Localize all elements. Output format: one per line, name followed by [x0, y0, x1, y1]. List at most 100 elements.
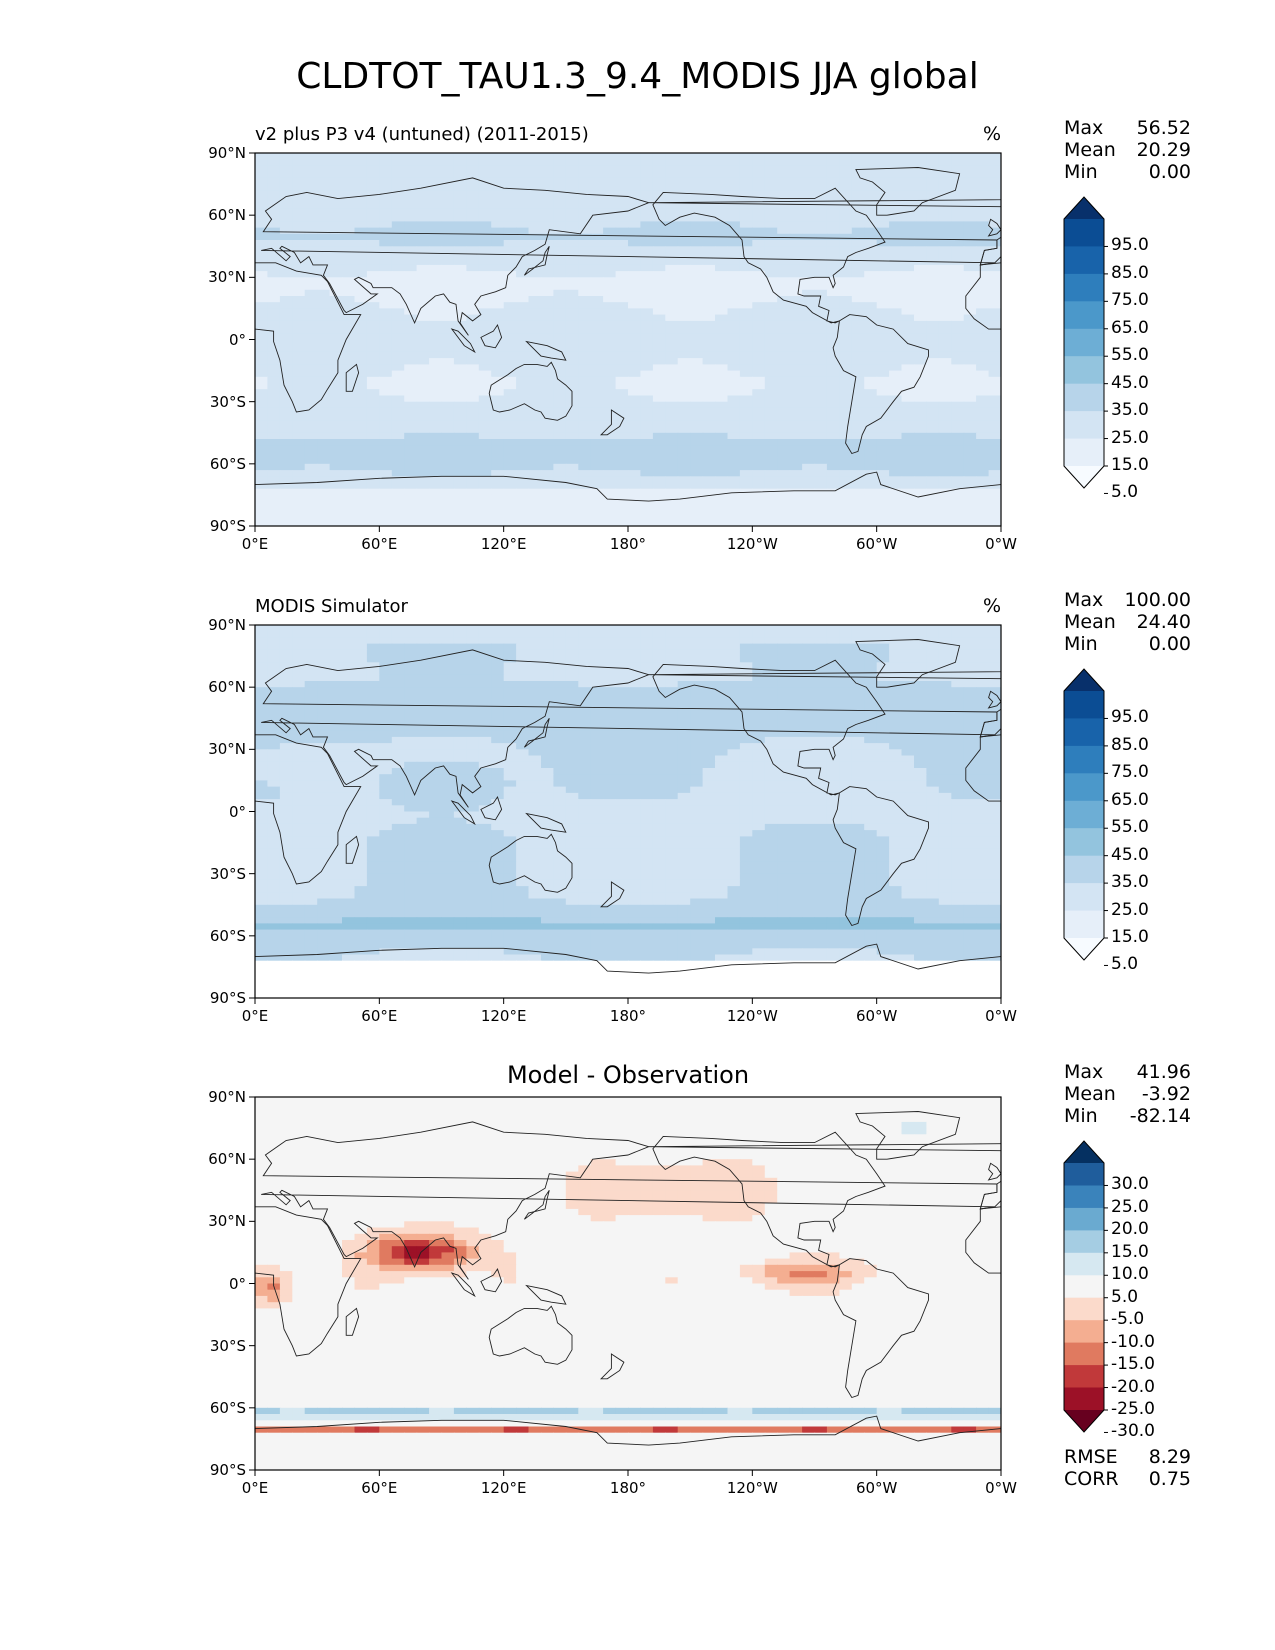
colorbar-segment — [1064, 411, 1104, 439]
coast-madagascar — [345, 363, 360, 392]
coast-greenland — [855, 1111, 961, 1160]
y-tick-label: 60°N — [208, 206, 246, 225]
x-tick-label: 60°W — [855, 1007, 898, 1025]
colorbar-segment — [1064, 718, 1104, 747]
stat-mean-label: Mean — [1064, 139, 1116, 161]
x-tick-label: 120°W — [726, 1007, 778, 1025]
colorbar-segment — [1064, 883, 1104, 911]
colorbar-segment — [1064, 855, 1104, 884]
coast-borneo — [480, 323, 503, 349]
y-tick-label: 90°S — [209, 1461, 246, 1479]
colorbar-segment — [1064, 1365, 1104, 1389]
y-tick-label: 60°S — [209, 454, 246, 473]
colorbar-segment — [1064, 1387, 1104, 1411]
coast-newguinea — [525, 1284, 567, 1305]
coast-australia — [488, 833, 573, 893]
colorbar — [1063, 1140, 1108, 1433]
stat-min-label: Min — [1064, 161, 1098, 183]
y-tick-label: 0° — [228, 330, 246, 349]
figure-title: CLDTOT_TAU1.3_9.4_MODIS JJA global — [296, 56, 979, 97]
colorbar-segment — [1064, 1252, 1104, 1276]
colorbar-label: 65.0 — [1111, 317, 1149, 338]
y-tick-label: 90°N — [208, 616, 246, 634]
colorbar-label: -10.0 — [1111, 1331, 1155, 1352]
x-tick-label: 60°E — [361, 1007, 398, 1025]
colorbar-extend-top — [1064, 669, 1104, 691]
coast-britain-wrap — [987, 690, 1001, 709]
coast-eurasia — [261, 1121, 998, 1280]
coast-northamerica — [652, 659, 886, 796]
corr-label: CORR — [1064, 1468, 1119, 1490]
colorbar-extend-top — [1064, 197, 1104, 219]
colorbar-label: -15.0 — [1111, 1354, 1155, 1375]
x-tick-label: 120°W — [726, 535, 778, 553]
coast-southamerica — [832, 1258, 929, 1399]
coast-madagascar — [345, 835, 360, 864]
stat-min-label: Min — [1064, 1105, 1098, 1127]
coast-sumatra — [450, 800, 476, 826]
coast-nz — [600, 1353, 625, 1380]
x-tick-label: 0°W — [985, 1479, 1017, 1497]
colorbar-label: 55.0 — [1111, 345, 1149, 366]
colorbar-segment — [1064, 1207, 1104, 1231]
colorbar-label: 45.0 — [1111, 372, 1149, 393]
colorbar-label: 95.0 — [1111, 707, 1149, 728]
colorbar-label: 25.0 — [1111, 899, 1149, 920]
units-label: % — [982, 123, 1001, 145]
colorbar-label: 25.0 — [1111, 1196, 1149, 1217]
y-tick-label: 60°S — [209, 926, 246, 945]
stat-mean-value: 20.29 — [1136, 139, 1191, 161]
stat-max-label: Max — [1064, 589, 1104, 611]
colorbar-label: 45.0 — [1111, 844, 1149, 865]
coast-borneo — [480, 795, 503, 821]
panel-title: MODIS Simulator — [255, 596, 408, 617]
colorbar-extend-bottom — [1064, 938, 1104, 960]
coast-nz — [600, 409, 625, 436]
x-tick-label: 0°E — [241, 535, 269, 553]
x-tick-label: 0°W — [985, 1007, 1017, 1025]
x-tick-label: 120°E — [480, 1479, 527, 1497]
colorbar-extend-top — [1064, 1141, 1104, 1163]
map-panel-2 — [249, 624, 1002, 1004]
coast-northamerica — [652, 187, 886, 324]
colorbar-label: 15.0 — [1111, 1241, 1149, 1262]
colorbar-label: 85.0 — [1111, 734, 1149, 755]
colorbar-segment — [1064, 1275, 1104, 1299]
colorbar-segment — [1064, 246, 1104, 275]
colorbar-segment — [1064, 301, 1104, 330]
coast-britain-wrap — [987, 1162, 1001, 1181]
coast-nz — [600, 881, 625, 908]
corr-value: 0.75 — [1148, 1468, 1191, 1490]
coast-africa-wrap — [965, 734, 1001, 802]
colorbar — [1063, 196, 1108, 494]
x-tick-label: 180° — [609, 1007, 647, 1025]
coast-southamerica — [832, 314, 929, 455]
colorbar-label: 65.0 — [1111, 789, 1149, 810]
coast-greenland — [855, 167, 961, 216]
colorbar-segment — [1064, 328, 1104, 357]
x-tick-label: 60°E — [361, 1479, 398, 1497]
y-tick-label: 60°N — [208, 678, 246, 697]
coast-africa-wrap — [965, 262, 1001, 330]
x-tick-label: 60°E — [361, 535, 398, 553]
coast-africa-wrap — [965, 1206, 1001, 1274]
coast-australia — [488, 1305, 573, 1365]
contour-field — [255, 1097, 1001, 1470]
y-tick-label: 90°N — [208, 1088, 246, 1106]
stat-mean-label: Mean — [1064, 611, 1116, 633]
y-tick-label: 90°N — [208, 144, 246, 162]
y-tick-label: 30°S — [209, 392, 246, 411]
map-panel-1 — [249, 152, 1002, 532]
colorbar-label: 15.0 — [1111, 455, 1149, 475]
x-tick-label: 180° — [609, 1479, 647, 1497]
units-label: % — [982, 595, 1001, 617]
colorbar-label: 5.0 — [1111, 954, 1139, 975]
colorbar-label: 25.0 — [1111, 427, 1149, 448]
colorbar-label: 35.0 — [1111, 872, 1149, 893]
colorbar-segment — [1064, 438, 1104, 467]
coast-japan — [524, 718, 550, 748]
coast-borneo — [480, 1267, 503, 1293]
panel-title: v2 plus P3 v4 (untuned) (2011-2015) — [255, 124, 589, 145]
stat-max-value: 100.00 — [1124, 589, 1191, 611]
colorbar-segment — [1064, 910, 1104, 939]
